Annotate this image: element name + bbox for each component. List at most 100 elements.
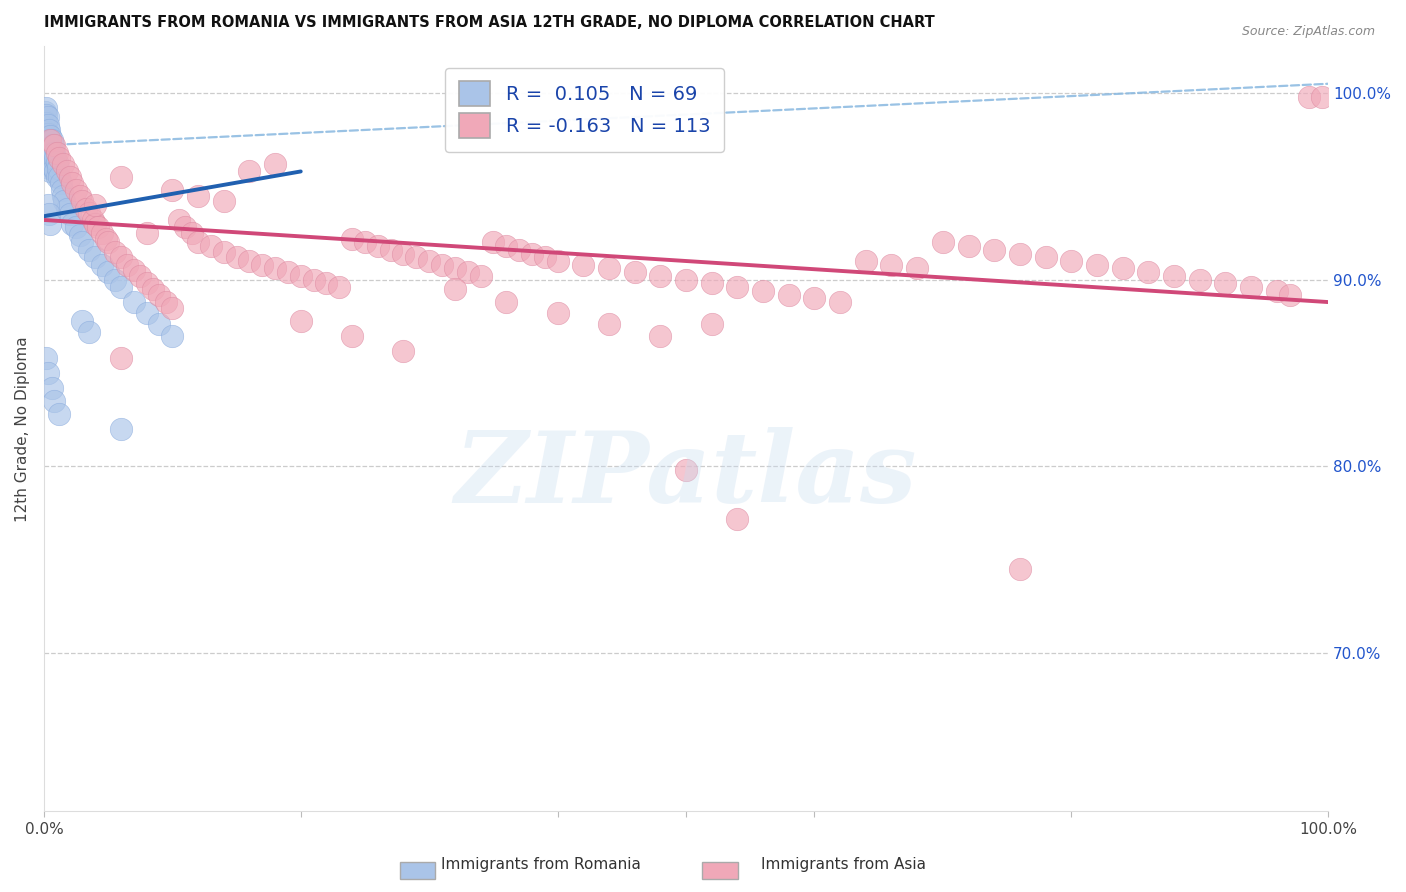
Point	[46, 161, 69, 175]
Point	[598, 318, 620, 332]
Y-axis label: 12th Grade, No Diploma: 12th Grade, No Diploma	[15, 336, 30, 522]
Point	[82, 213, 104, 227]
Point	[983, 243, 1005, 257]
Point	[623, 265, 645, 279]
Point	[34, 127, 56, 141]
Point	[1215, 277, 1237, 291]
Point	[69, 188, 91, 202]
Point	[547, 254, 569, 268]
Point	[957, 239, 980, 253]
Point	[340, 328, 363, 343]
Point	[650, 268, 672, 283]
Point	[495, 239, 517, 253]
Point	[45, 155, 67, 169]
Point	[44, 164, 66, 178]
Point	[135, 226, 157, 240]
Point	[155, 295, 177, 310]
Point	[38, 161, 60, 175]
Point	[650, 328, 672, 343]
Point	[1035, 250, 1057, 264]
Point	[470, 268, 492, 283]
Point	[110, 250, 132, 264]
Point	[238, 164, 260, 178]
Point	[45, 145, 67, 160]
Point	[1137, 265, 1160, 279]
Point	[37, 111, 59, 125]
Point	[1085, 258, 1108, 272]
Point	[77, 205, 100, 219]
Bar	[399, 862, 436, 880]
Point	[533, 250, 555, 264]
Point	[41, 145, 63, 160]
Point	[212, 244, 235, 259]
Point	[41, 133, 63, 147]
Point	[1111, 261, 1133, 276]
Point	[44, 152, 66, 166]
Point	[135, 277, 157, 291]
Point	[482, 235, 505, 250]
Point	[117, 258, 139, 272]
Point	[444, 282, 467, 296]
Point	[42, 152, 65, 166]
Point	[392, 246, 415, 260]
Point	[122, 295, 145, 310]
Point	[48, 152, 70, 166]
Point	[148, 287, 170, 301]
Point	[290, 314, 312, 328]
Point	[880, 258, 903, 272]
Point	[264, 157, 287, 171]
Point	[392, 343, 415, 358]
Point	[225, 250, 247, 264]
Point	[34, 104, 56, 119]
Point	[35, 108, 58, 122]
Point	[75, 202, 97, 216]
Point	[1240, 280, 1263, 294]
Point	[180, 226, 202, 240]
Point	[162, 183, 184, 197]
Point	[277, 265, 299, 279]
Point	[39, 217, 62, 231]
Point	[35, 351, 58, 365]
Point	[110, 280, 132, 294]
Point	[675, 273, 697, 287]
Point	[162, 301, 184, 315]
Point	[48, 407, 70, 421]
Point	[77, 243, 100, 257]
Point	[238, 254, 260, 268]
Point	[725, 280, 748, 294]
Point	[110, 169, 132, 184]
Point	[97, 265, 120, 279]
Point	[69, 227, 91, 242]
Point	[39, 164, 62, 178]
Point	[1060, 254, 1083, 268]
Point	[44, 394, 66, 409]
Point	[700, 318, 723, 332]
Point	[35, 135, 58, 149]
Point	[167, 213, 190, 227]
Point	[700, 277, 723, 291]
Text: Source: ZipAtlas.com: Source: ZipAtlas.com	[1241, 25, 1375, 38]
Point	[72, 235, 94, 250]
Point	[328, 280, 350, 294]
Point	[41, 159, 63, 173]
Point	[41, 381, 63, 395]
Point	[250, 258, 273, 272]
Point	[39, 153, 62, 168]
Point	[87, 220, 110, 235]
Point	[598, 261, 620, 276]
Point	[547, 306, 569, 320]
Point	[1163, 268, 1185, 283]
Point	[103, 273, 125, 287]
Point	[77, 325, 100, 339]
Point	[135, 306, 157, 320]
Bar	[702, 862, 738, 880]
Point	[129, 268, 152, 283]
Point	[52, 188, 75, 202]
Point	[430, 258, 453, 272]
Point	[187, 235, 209, 250]
Point	[38, 133, 60, 147]
Point	[315, 277, 337, 291]
Point	[56, 164, 79, 178]
Point	[1008, 562, 1031, 576]
Text: Immigrants from Romania: Immigrants from Romania	[441, 857, 641, 872]
